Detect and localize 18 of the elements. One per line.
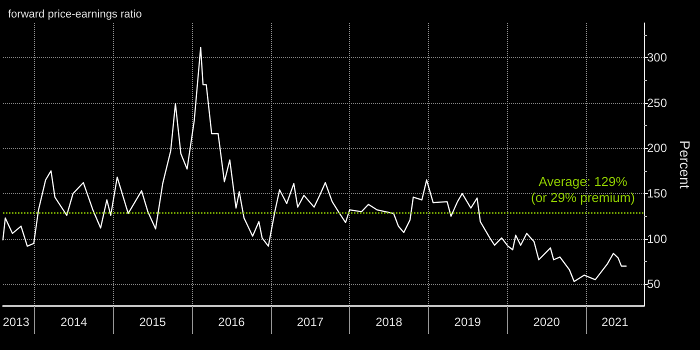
x-tick-label: 2015 — [139, 315, 166, 329]
x-tick-label: 2017 — [296, 315, 324, 329]
x-tick-label: 2020 — [533, 315, 560, 329]
y-tick-label: 100 — [647, 232, 668, 246]
x-tick-label: 2018 — [376, 315, 403, 329]
x-tick-label: 2013 — [2, 315, 30, 329]
y-tick-label: 50 — [647, 277, 661, 292]
chart-title: forward price-earnings ratio — [8, 8, 142, 20]
y-tick-label: 150 — [647, 186, 668, 201]
x-tick-label: 2014 — [60, 315, 88, 329]
y-axis-title: Percent — [677, 140, 693, 189]
x-tick-label: 2019 — [454, 315, 482, 329]
y-tick-label: 200 — [647, 141, 668, 156]
y-tick-label: 250 — [647, 96, 668, 110]
x-tick-label: 2016 — [218, 315, 246, 329]
x-tick-label: 2021 — [602, 315, 629, 329]
ref-line-label: Average: 129% (or 29% premium) — [530, 174, 636, 206]
y-tick-label: 300 — [647, 50, 668, 64]
